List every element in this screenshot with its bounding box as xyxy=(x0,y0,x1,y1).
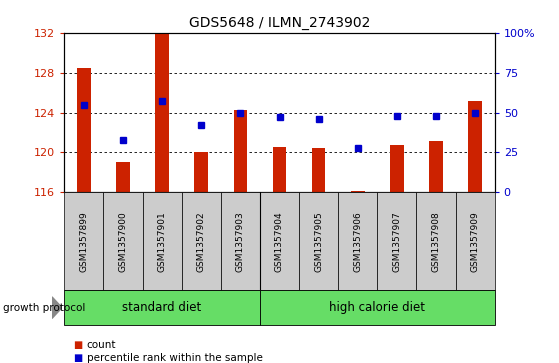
Text: GSM1357901: GSM1357901 xyxy=(158,211,167,272)
Text: percentile rank within the sample: percentile rank within the sample xyxy=(87,352,263,363)
Text: standard diet: standard diet xyxy=(122,301,202,314)
Text: high calorie diet: high calorie diet xyxy=(329,301,425,314)
Bar xyxy=(143,192,182,290)
Bar xyxy=(468,101,482,192)
Text: growth protocol: growth protocol xyxy=(3,303,85,313)
Text: GSM1357900: GSM1357900 xyxy=(119,211,127,272)
Bar xyxy=(299,192,338,290)
Bar xyxy=(116,163,130,192)
Bar xyxy=(234,110,247,192)
Text: GSM1357899: GSM1357899 xyxy=(79,211,88,272)
Bar xyxy=(351,191,364,192)
Bar xyxy=(390,146,404,192)
Bar xyxy=(155,33,169,192)
Text: ■: ■ xyxy=(73,352,82,363)
Text: ■: ■ xyxy=(73,340,82,350)
Text: GSM1357906: GSM1357906 xyxy=(353,211,362,272)
Polygon shape xyxy=(52,297,62,318)
Text: GSM1357909: GSM1357909 xyxy=(471,211,480,272)
Bar xyxy=(260,192,299,290)
Bar xyxy=(312,148,325,192)
Text: count: count xyxy=(87,340,116,350)
Bar xyxy=(221,192,260,290)
Bar xyxy=(182,192,221,290)
Bar xyxy=(64,290,260,325)
Bar xyxy=(456,192,495,290)
Text: GDS5648 / ILMN_2743902: GDS5648 / ILMN_2743902 xyxy=(189,16,370,30)
Bar xyxy=(338,192,377,290)
Bar xyxy=(103,192,143,290)
Bar xyxy=(377,192,416,290)
Bar xyxy=(416,192,456,290)
Bar xyxy=(429,142,443,192)
Bar xyxy=(273,147,286,192)
Text: GSM1357904: GSM1357904 xyxy=(275,211,284,272)
Text: GSM1357903: GSM1357903 xyxy=(236,211,245,272)
Bar xyxy=(77,68,91,192)
Text: GSM1357908: GSM1357908 xyxy=(432,211,440,272)
Text: GSM1357907: GSM1357907 xyxy=(392,211,401,272)
Bar xyxy=(260,290,495,325)
Bar xyxy=(64,192,103,290)
Text: GSM1357905: GSM1357905 xyxy=(314,211,323,272)
Bar xyxy=(195,152,208,192)
Text: GSM1357902: GSM1357902 xyxy=(197,211,206,272)
